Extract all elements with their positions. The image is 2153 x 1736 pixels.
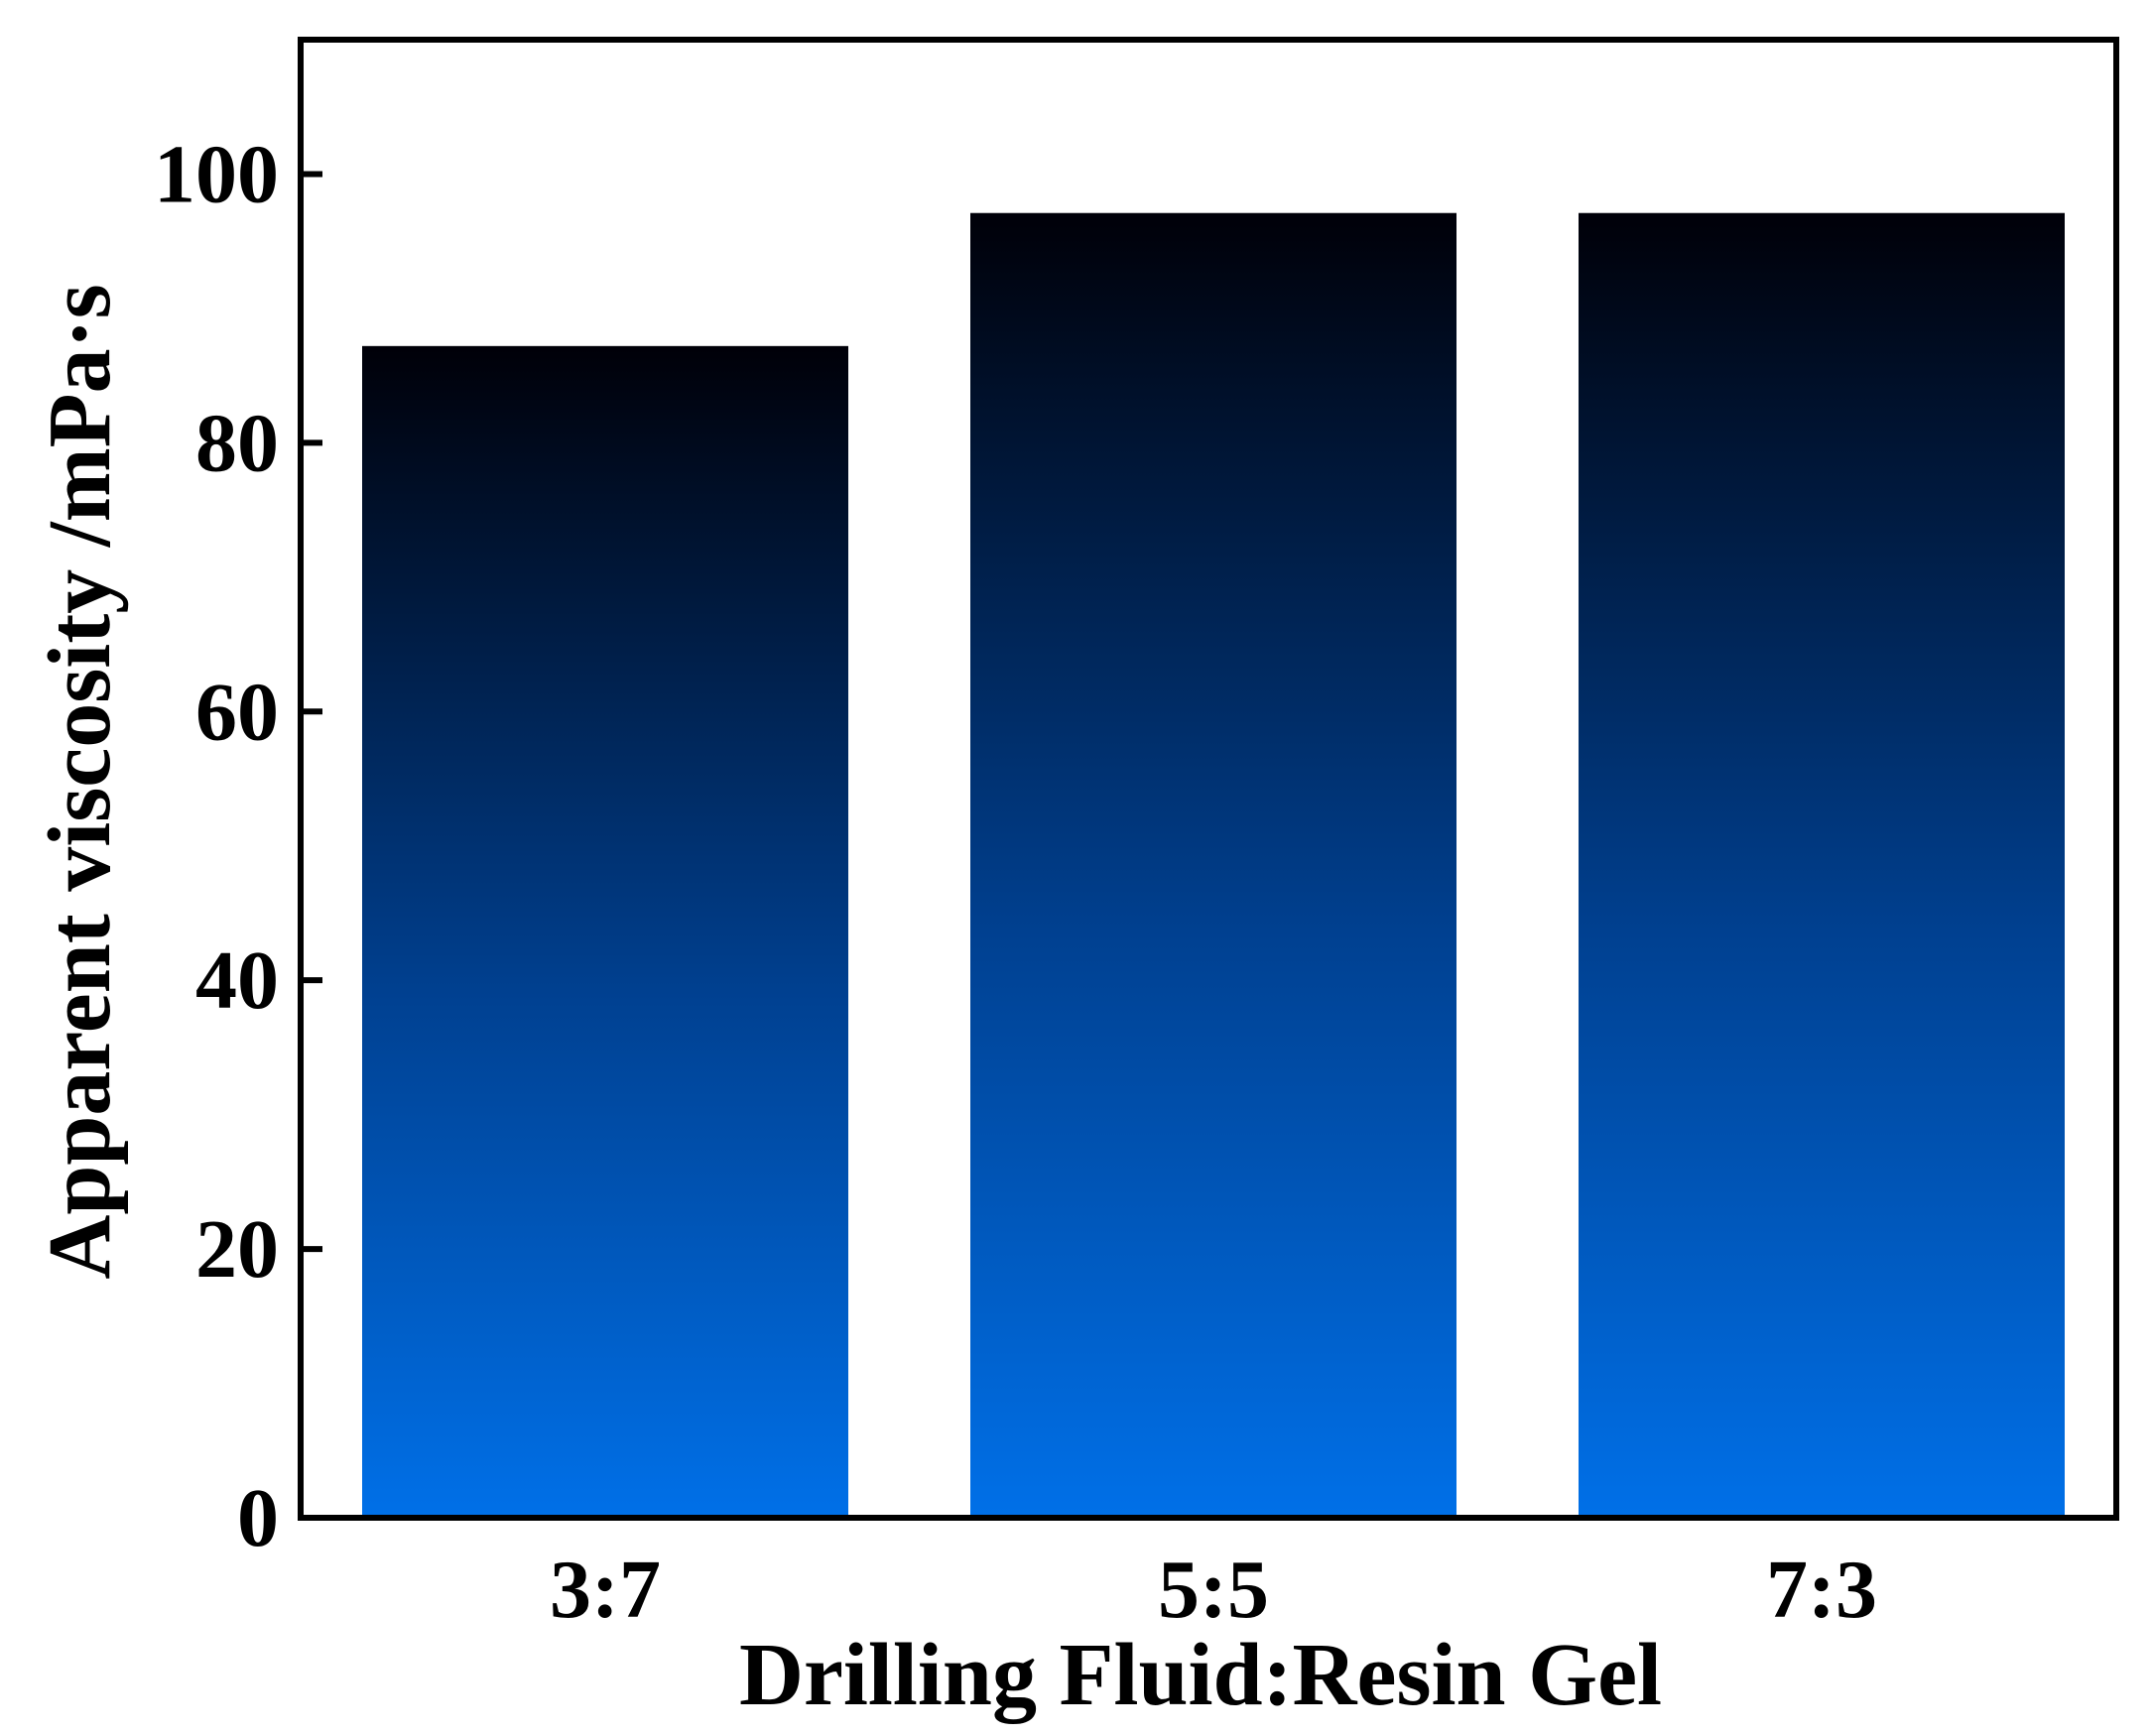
y-tick-label: 40 <box>195 934 279 1027</box>
plot-frame <box>298 37 2119 1521</box>
y-tick-label: 100 <box>154 128 279 220</box>
y-tick-label: 60 <box>195 666 279 758</box>
x-tick-label: 3:7 <box>550 1544 661 1636</box>
x-axis: 3:7 5:5 7:3 <box>550 1544 1877 1636</box>
bar-3-7 <box>362 345 848 1518</box>
x-tick-label: 5:5 <box>1158 1544 1269 1636</box>
bars-layer <box>362 212 2065 1519</box>
y-tick-label: 80 <box>195 397 279 489</box>
x-axis-title: Drilling Fluid:Resin Gel <box>739 1626 1662 1724</box>
y-axis: 0 20 40 60 80 100 <box>154 128 322 1564</box>
x-tick-label: 7:3 <box>1766 1544 1877 1636</box>
bar-5-5 <box>970 212 1456 1519</box>
bar-7-3 <box>1579 212 2065 1519</box>
y-axis-title: Apparent viscosity /mPa·s <box>31 284 129 1279</box>
y-tick-label: 0 <box>237 1472 279 1564</box>
y-tick-label: 20 <box>195 1203 279 1296</box>
